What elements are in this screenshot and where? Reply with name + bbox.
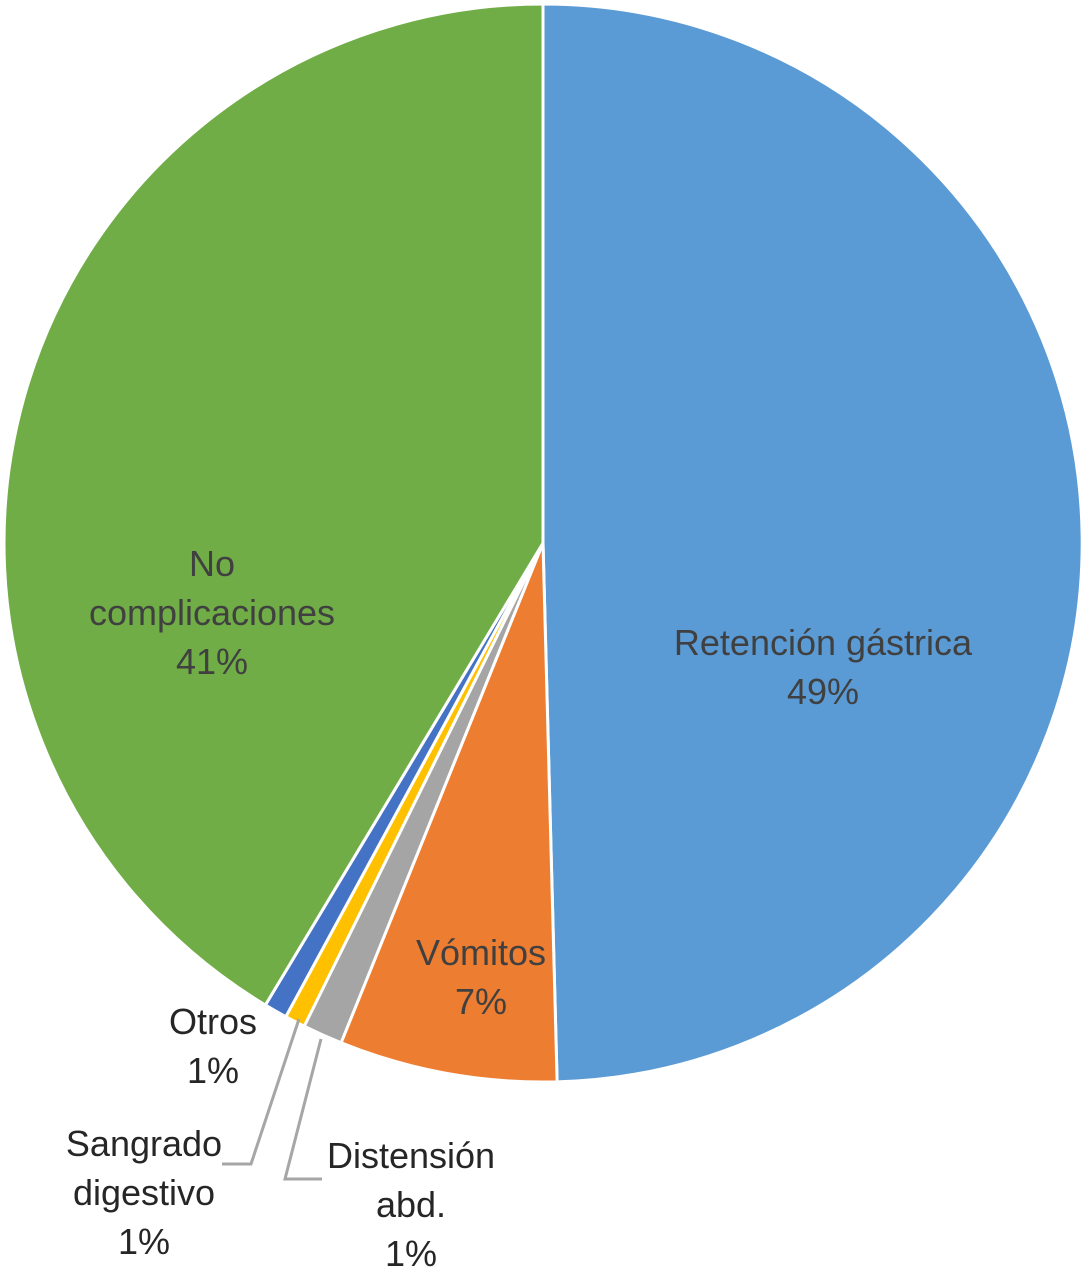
data-label-line: Distensión	[327, 1135, 495, 1176]
data-label-distension-abd: Distensión abd. 1%	[327, 1135, 495, 1274]
slice-labels: Retención gástrica 49% Vómitos 7% Distensión…	[66, 543, 973, 1274]
data-label-otros: Otros 1%	[169, 1001, 257, 1091]
data-label-line: 49%	[787, 671, 859, 712]
data-label-vomitos: Vómitos 7%	[416, 932, 546, 1022]
leader-line-sangrado-digestivo	[222, 1018, 301, 1166]
data-label-line: Vómitos	[416, 932, 546, 973]
data-label-line: abd.	[376, 1184, 446, 1225]
data-label-no-complicaciones: No complicaciones 41%	[89, 543, 335, 682]
data-label-line: complicaciones	[89, 592, 335, 633]
data-label-line: Retención gástrica	[674, 622, 973, 663]
pie-slice-retencion-gastrica	[541, 2, 1084, 1084]
label-leader-lines	[222, 1018, 323, 1181]
data-label-line: 1%	[385, 1233, 437, 1274]
data-label-line: No	[189, 543, 235, 584]
pie-slices	[2, 2, 1084, 1084]
data-label-retencion-gastrica: Retención gástrica 49%	[674, 622, 973, 712]
data-label-line: 7%	[455, 981, 507, 1022]
data-label-line: Otros	[169, 1001, 257, 1042]
data-label-line: digestivo	[73, 1172, 215, 1213]
data-label-line: Sangrado	[66, 1123, 222, 1164]
data-label-line: 1%	[118, 1221, 170, 1262]
pie-slice-vomitos	[339, 541, 559, 1084]
leader-line-distension-abd	[283, 1038, 323, 1181]
pie-slice-no-complicaciones	[2, 2, 545, 1007]
data-label-line: 41%	[176, 641, 248, 682]
data-label-line: 1%	[187, 1050, 239, 1091]
data-label-sangrado-digestivo: Sangrado digestivo 1%	[66, 1123, 222, 1262]
